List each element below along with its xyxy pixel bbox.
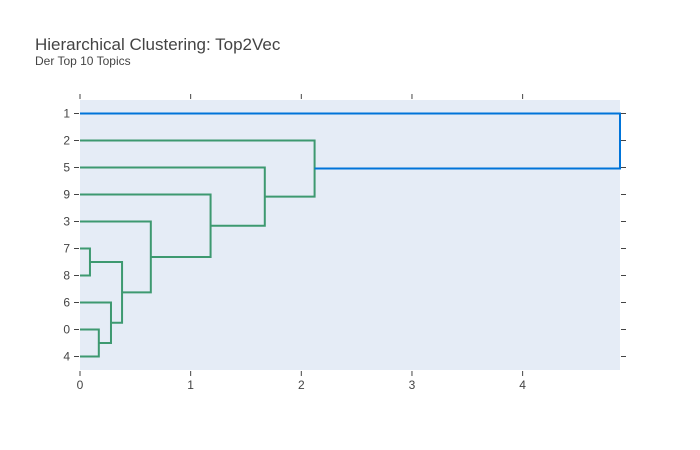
x-tick-label: 3 bbox=[409, 378, 416, 392]
y-tick-label: 8 bbox=[63, 269, 70, 283]
dendrogram-link bbox=[80, 166, 266, 227]
y-tick-label: 1 bbox=[63, 107, 70, 121]
y-tick-label: 0 bbox=[63, 323, 70, 337]
y-tick-label: 3 bbox=[63, 215, 70, 229]
y-tick-label: 5 bbox=[63, 161, 70, 175]
plot-area bbox=[80, 100, 620, 370]
y-tick-label: 7 bbox=[63, 242, 70, 256]
chart-title: Hierarchical Clustering: Top2Vec bbox=[35, 35, 281, 54]
chart-subtitle: Der Top 10 Topics bbox=[35, 54, 131, 68]
dendrogram-link bbox=[80, 247, 91, 277]
dendrogram-link bbox=[80, 112, 621, 170]
y-tick-label: 6 bbox=[63, 296, 70, 310]
x-tick-label: 1 bbox=[187, 378, 194, 392]
x-tick-label: 0 bbox=[77, 378, 84, 392]
y-tick-label: 2 bbox=[63, 134, 70, 148]
dendrogram-link bbox=[89, 261, 124, 324]
dendrogram-links bbox=[80, 112, 621, 358]
x-tick-label: 4 bbox=[519, 378, 526, 392]
y-tick-label: 4 bbox=[63, 350, 70, 364]
y-tick-label: 9 bbox=[63, 188, 70, 202]
dendrogram-link bbox=[80, 139, 316, 198]
x-tick-label: 2 bbox=[298, 378, 305, 392]
